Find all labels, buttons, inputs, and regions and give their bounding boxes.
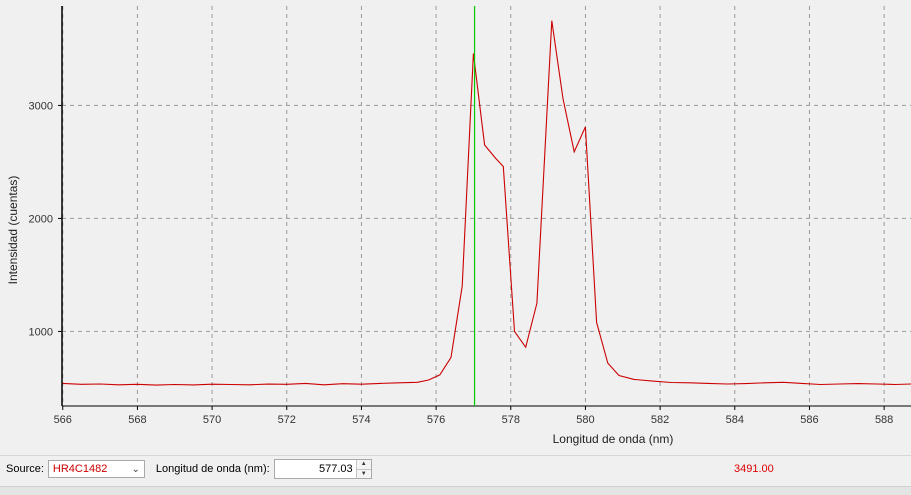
spectrum-chart[interactable]: 566 568 570 572 574 576 578 580 582 584 586 588 1000… xyxy=(0,0,911,455)
intensity-readout: 3491.00 xyxy=(734,463,774,475)
spinner-buttons: ▲ ▼ xyxy=(355,460,371,478)
y-tick-label: 3000 xyxy=(29,100,53,112)
spectrum-line xyxy=(62,20,911,386)
x-tick-label: 582 xyxy=(651,414,669,426)
x-tick-label: 576 xyxy=(427,414,445,426)
chart-svg: 566 568 570 572 574 576 578 580 582 584 586 588 1000… xyxy=(6,6,911,446)
x-tick-label: 588 xyxy=(875,414,893,426)
x-tick-label: 586 xyxy=(800,414,818,426)
y-axis-title: Intensidad (cuentas) xyxy=(6,176,20,285)
footer-panel: Source: HR4C1482 ⌄ Longitud de onda (nm)… xyxy=(0,455,911,495)
wavelength-input[interactable] xyxy=(274,462,356,476)
y-tick-label: 1000 xyxy=(29,326,53,338)
chevron-down-icon[interactable]: ⌄ xyxy=(131,463,140,475)
footer-toolbar: Source: HR4C1482 ⌄ Longitud de onda (nm)… xyxy=(0,456,911,482)
x-tick-label: 580 xyxy=(576,414,594,426)
x-tick-label: 568 xyxy=(128,414,146,426)
source-select[interactable]: HR4C1482 ⌄ xyxy=(47,460,145,478)
x-tick-label: 572 xyxy=(278,414,296,426)
x-axis-title: Longitud de onda (nm) xyxy=(553,432,674,446)
x-tick-label: 584 xyxy=(726,414,744,426)
source-select-value: HR4C1482 xyxy=(52,463,108,475)
grid-lines xyxy=(62,6,911,406)
status-strip xyxy=(0,486,911,495)
x-tick-label: 570 xyxy=(203,414,221,426)
axes xyxy=(58,6,911,410)
x-tick-label: 574 xyxy=(352,414,370,426)
spin-down-icon[interactable]: ▼ xyxy=(356,468,371,478)
x-tick-label: 566 xyxy=(54,414,72,426)
spin-up-icon[interactable]: ▲ xyxy=(356,460,371,469)
series-layer xyxy=(62,20,911,386)
wavelength-spinner[interactable]: ▲ ▼ xyxy=(273,459,372,479)
y-tick-label: 2000 xyxy=(29,213,53,225)
x-tick-label: 578 xyxy=(502,414,520,426)
source-label: Source: xyxy=(6,463,44,475)
tick-labels: 566 568 570 572 574 576 578 580 582 584 586 588 1000… xyxy=(29,100,894,426)
wavelength-label: Longitud de onda (nm): xyxy=(155,463,270,475)
